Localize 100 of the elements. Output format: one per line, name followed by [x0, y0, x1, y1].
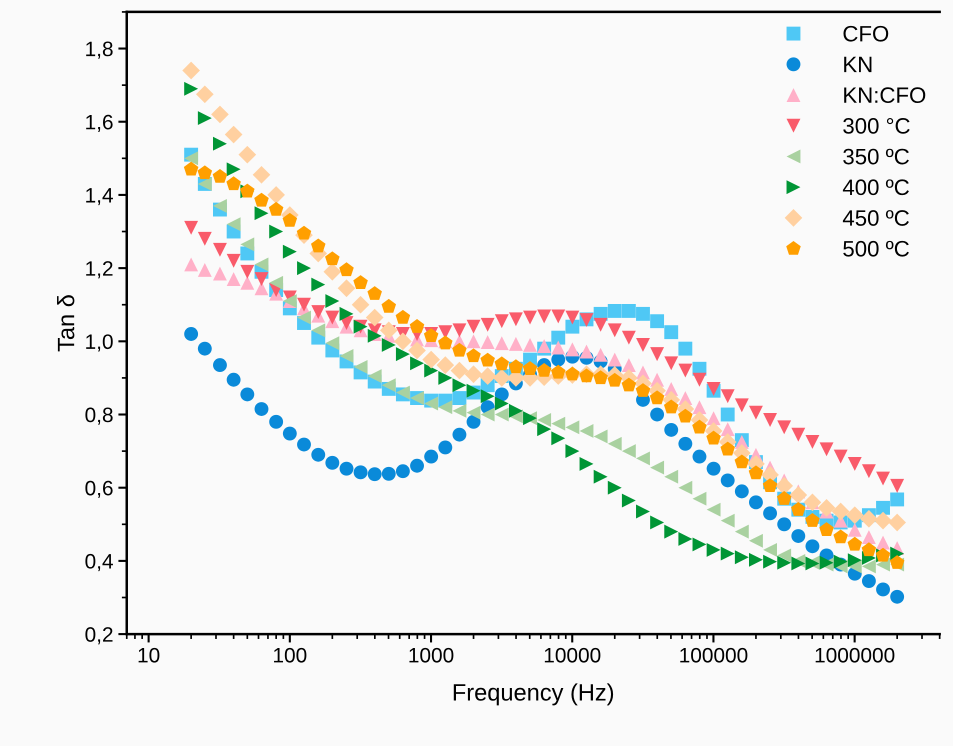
point: [890, 478, 904, 493]
point: [352, 296, 370, 314]
point: [876, 558, 890, 572]
point: [452, 391, 466, 405]
point: [226, 217, 241, 232]
point: [494, 408, 509, 422]
point: [664, 400, 678, 414]
point: [536, 362, 552, 377]
point: [480, 352, 495, 367]
point: [325, 310, 340, 324]
point: [551, 340, 566, 354]
y-tick-label: 1,4: [86, 188, 113, 206]
point: [876, 582, 890, 596]
point: [410, 458, 424, 473]
point: [720, 442, 735, 456]
point: [650, 390, 664, 404]
point: [198, 263, 212, 277]
point: [254, 192, 269, 207]
point: [777, 556, 792, 570]
point: [452, 342, 467, 357]
point: [678, 364, 692, 378]
point: [438, 440, 452, 454]
point: [692, 420, 707, 434]
point: [480, 335, 495, 349]
point: [450, 362, 468, 380]
point: [311, 238, 326, 252]
x-tick-label: 10: [138, 648, 160, 663]
point: [594, 348, 608, 362]
point: [734, 550, 749, 564]
point: [720, 514, 735, 528]
point: [424, 450, 438, 464]
x-tick-label: 1000: [409, 648, 454, 663]
point: [734, 398, 749, 412]
point: [537, 422, 552, 436]
point: [890, 555, 904, 569]
point: [805, 539, 820, 554]
point: [238, 146, 256, 164]
point: [297, 261, 311, 276]
point: [848, 536, 862, 551]
point: [480, 408, 495, 422]
point: [805, 435, 820, 449]
point: [494, 396, 509, 410]
point: [466, 348, 481, 362]
point: [424, 364, 438, 378]
point: [211, 106, 229, 124]
point: [523, 310, 537, 324]
point: [184, 220, 198, 235]
point: [240, 276, 254, 290]
point: [339, 262, 354, 276]
point: [862, 464, 876, 478]
point: [775, 477, 794, 495]
point: [213, 136, 227, 151]
point: [410, 319, 424, 333]
point: [650, 516, 664, 530]
point: [452, 428, 466, 442]
point: [198, 111, 212, 126]
point: [340, 349, 354, 363]
point: [268, 202, 284, 216]
point: [565, 420, 580, 434]
point: [820, 442, 834, 456]
point: [198, 165, 212, 180]
point: [382, 466, 396, 481]
x-tick-label: 100: [274, 648, 306, 663]
point: [636, 383, 650, 397]
point: [408, 342, 426, 360]
point: [422, 350, 440, 368]
point: [608, 352, 622, 367]
point: [749, 552, 763, 567]
point: [184, 258, 198, 272]
point: [692, 450, 706, 464]
point: [325, 456, 340, 470]
point: [382, 378, 396, 392]
point: [580, 344, 594, 359]
point: [466, 334, 480, 348]
point: [565, 366, 580, 380]
point: [537, 339, 552, 354]
y-tick-label: 0,2: [85, 627, 113, 644]
x-tick-label: 10000: [544, 648, 600, 663]
point: [537, 413, 552, 427]
point: [678, 532, 692, 546]
point: [862, 574, 876, 588]
point: [862, 530, 876, 544]
point: [508, 404, 523, 418]
point: [692, 372, 706, 387]
point: [396, 310, 410, 324]
point: [269, 276, 284, 290]
point: [832, 502, 850, 520]
point: [410, 356, 424, 370]
legend-label: 350 ºC: [843, 148, 909, 164]
y-tick-label: 0,6: [85, 480, 113, 498]
point: [763, 413, 778, 427]
point: [340, 462, 354, 476]
point: [424, 396, 438, 410]
point: [366, 308, 384, 326]
point: [678, 408, 693, 423]
point: [311, 305, 326, 319]
point: [325, 294, 340, 308]
point: [734, 484, 749, 498]
point: [692, 400, 706, 414]
point: [706, 462, 721, 476]
